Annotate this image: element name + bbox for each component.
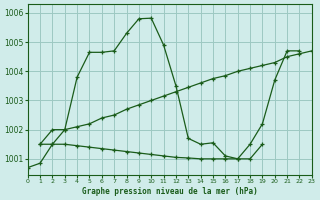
X-axis label: Graphe pression niveau de la mer (hPa): Graphe pression niveau de la mer (hPa) bbox=[82, 187, 258, 196]
